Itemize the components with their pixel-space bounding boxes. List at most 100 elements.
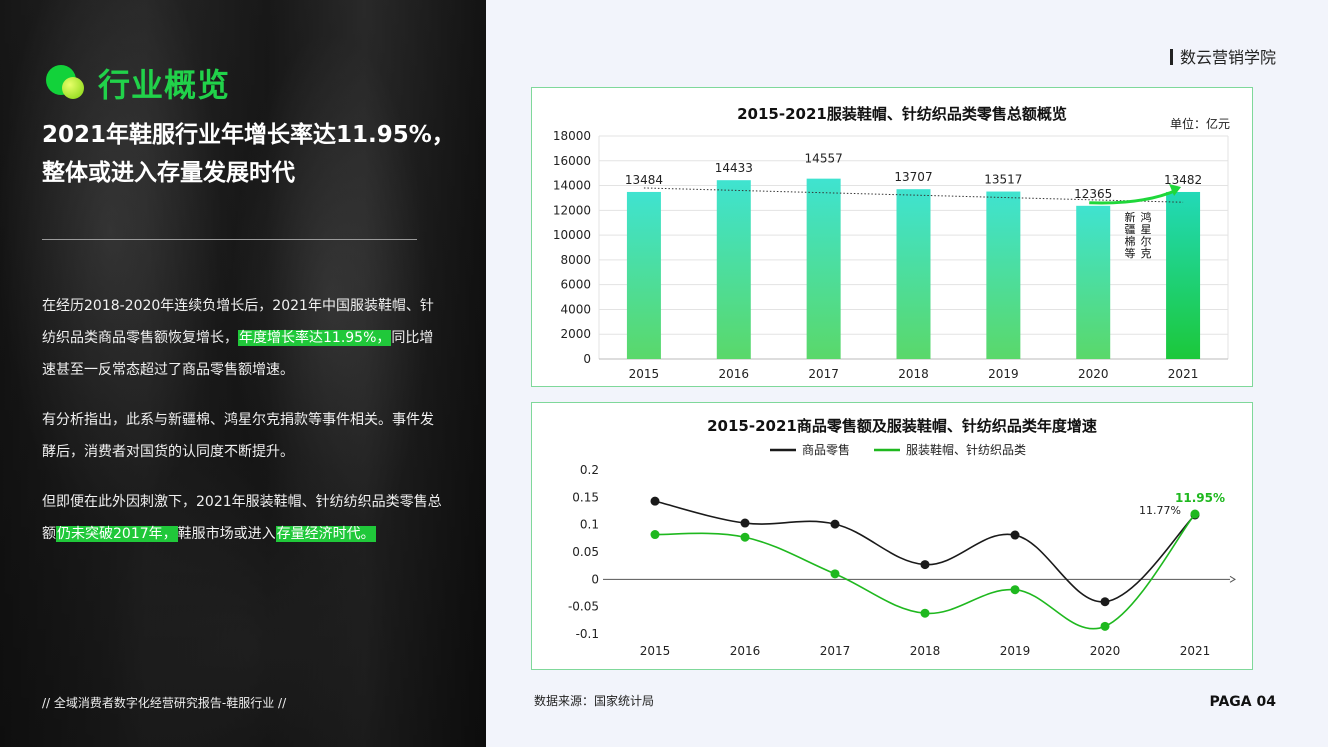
logo-icon	[46, 65, 96, 101]
p3-highlight-2: 存量经济时代。	[275, 526, 376, 542]
y-tick-label: 14000	[553, 179, 591, 193]
p1-highlight: 年度增长率达11.95%，	[238, 330, 392, 346]
data-point	[1010, 530, 1020, 540]
y-tick-label: -0.05	[568, 600, 599, 614]
data-point	[1100, 597, 1110, 607]
y-tick-label: 0.15	[572, 490, 599, 504]
chart1-unit: 单位：亿元	[1170, 116, 1230, 131]
brand-label: 数云营销学院	[1179, 48, 1276, 67]
bar-value-label: 13482	[1164, 173, 1202, 187]
chart2-title: 2015-2021商品零售额及服装鞋帽、针纺织品类年度增速	[707, 417, 1097, 435]
data-point	[830, 569, 840, 579]
bar-value-label: 13517	[984, 173, 1022, 187]
y-tick-label: 4000	[560, 302, 591, 316]
x-tick-label: 2016	[719, 367, 750, 381]
x-tick-label: 2015	[629, 367, 660, 381]
y-tick-label: 18000	[553, 129, 591, 143]
annotation-char: 克	[1141, 247, 1152, 260]
annotation-char: 鸿	[1141, 210, 1152, 224]
data-source: 数据来源：国家统计局	[534, 694, 655, 708]
data-point	[1190, 509, 1200, 519]
y-tick-label: 0.05	[572, 545, 599, 559]
x-tick-label: 2017	[820, 644, 851, 658]
p1-text-a: 在经历2018-2020年连续负增长后，2021年中国服装鞋帽、针纺织品类商品零…	[42, 298, 434, 346]
bar-chart-panel: 2015-2021服装鞋帽、针纺织品类零售总额概览单位：亿元 0 2000 4000 6…	[531, 87, 1253, 387]
y-tick-label: 8000	[560, 253, 591, 267]
y-tick-label: 2000	[560, 327, 591, 341]
legend-label: 商品零售	[802, 442, 850, 457]
annotation-char: 星	[1141, 223, 1152, 236]
data-point	[740, 518, 750, 528]
line-chart-panel: 2015-2021商品零售额及服装鞋帽、针纺织品类年度增速商品零售 服装鞋帽、针纺…	[531, 402, 1253, 670]
data-point	[740, 532, 750, 542]
bar	[986, 191, 1021, 359]
paragraph-1: 在经历2018-2020年连续负增长后，2021年中国服装鞋帽、针纺织品类商品零…	[42, 290, 447, 386]
x-tick-label: 2021	[1168, 367, 1199, 381]
x-tick-label: 2018	[898, 367, 929, 381]
y-tick-label: 0	[583, 352, 591, 366]
x-tick-label: 2020	[1090, 644, 1121, 658]
growth-arrow-head	[1169, 183, 1182, 196]
growth-arrow	[1089, 188, 1178, 205]
bar	[1166, 191, 1201, 359]
paragraph-3: 但即便在此外因刺激下，2021年服装鞋帽、针纺纺织品类零售总额仍未突破2017年…	[42, 486, 447, 550]
bar	[806, 178, 841, 359]
brand: 数云营销学院	[1169, 44, 1276, 68]
y-tick-label: 0	[591, 572, 599, 586]
x-tick-label: 2021	[1180, 644, 1211, 658]
divider	[42, 239, 417, 240]
annotation-char: 新	[1125, 210, 1136, 224]
paragraph-2: 有分析指出，此系与新疆棉、鸿星尔克捐款等事件相关。事件发酵后，消费者对国货的认同…	[42, 412, 434, 460]
brand-bar	[1169, 49, 1173, 65]
y-tick-label: 16000	[553, 154, 591, 168]
x-tick-label: 2019	[988, 367, 1019, 381]
bar	[1076, 205, 1111, 359]
y-tick-label: 0.2	[580, 463, 599, 477]
annotation-char: 等	[1125, 246, 1136, 260]
p3-text-a: 但即便在此外因刺激下，2021年服装鞋帽、针纺纺织品类零售总额	[42, 494, 442, 542]
y-tick-label: 0.1	[580, 518, 599, 532]
data-point	[650, 496, 660, 506]
p1-text-b: 同比增速甚至一反常态超过了商品零售额增速。	[42, 330, 434, 378]
section-title: 行业概览	[98, 66, 231, 104]
x-tick-label: 2020	[1078, 367, 1109, 381]
left-panel: 行业概览 2021年鞋服行业年增长率达11.95%，整体或进入存量发展时代 在经…	[0, 0, 486, 747]
data-point	[650, 530, 660, 540]
report-footer: // 全域消费者数字化经营研究报告-鞋服行业 //	[42, 696, 287, 710]
bar-value-label: 13707	[894, 170, 932, 184]
data-point	[830, 519, 840, 529]
page-number: PAGA 04	[1209, 694, 1277, 710]
bar-value-label: 14557	[805, 152, 843, 166]
annotation-char: 疆	[1125, 223, 1136, 236]
bar	[626, 191, 661, 359]
y-tick-label: 12000	[553, 203, 591, 217]
bar	[896, 189, 931, 359]
headline: 2021年鞋服行业年增长率达11.95%，整体或进入存量发展时代	[42, 122, 455, 186]
data-point	[1100, 621, 1110, 631]
data-point	[1010, 585, 1020, 595]
x-axis-arrow	[1229, 575, 1236, 583]
end-label-retail: 11.77%	[1139, 504, 1181, 517]
data-point	[920, 560, 930, 570]
y-tick-label: 6000	[560, 278, 591, 292]
trendline	[643, 187, 1184, 203]
annotation-char: 棉	[1125, 234, 1136, 248]
annotation-char: 尔	[1141, 235, 1152, 248]
legend-label: 服装鞋帽、针纺织品类	[906, 442, 1026, 457]
chart1-title: 2015-2021服装鞋帽、针纺织品类零售总额概览	[737, 105, 1067, 123]
bar-value-label: 12365	[1074, 187, 1112, 201]
x-tick-label: 2018	[910, 644, 941, 658]
bar-value-label: 14433	[715, 161, 753, 175]
p3-text-b: 鞋服市场或进入	[177, 526, 276, 542]
x-tick-label: 2019	[1000, 644, 1031, 658]
y-tick-label: -0.1	[576, 627, 599, 641]
data-point	[920, 608, 930, 618]
x-tick-label: 2015	[640, 644, 671, 658]
bar	[716, 180, 751, 359]
x-tick-label: 2017	[808, 367, 839, 381]
bar-value-label: 13484	[625, 173, 663, 187]
p3-highlight-1: 仍未突破2017年，	[56, 526, 178, 542]
x-tick-label: 2016	[730, 644, 761, 658]
